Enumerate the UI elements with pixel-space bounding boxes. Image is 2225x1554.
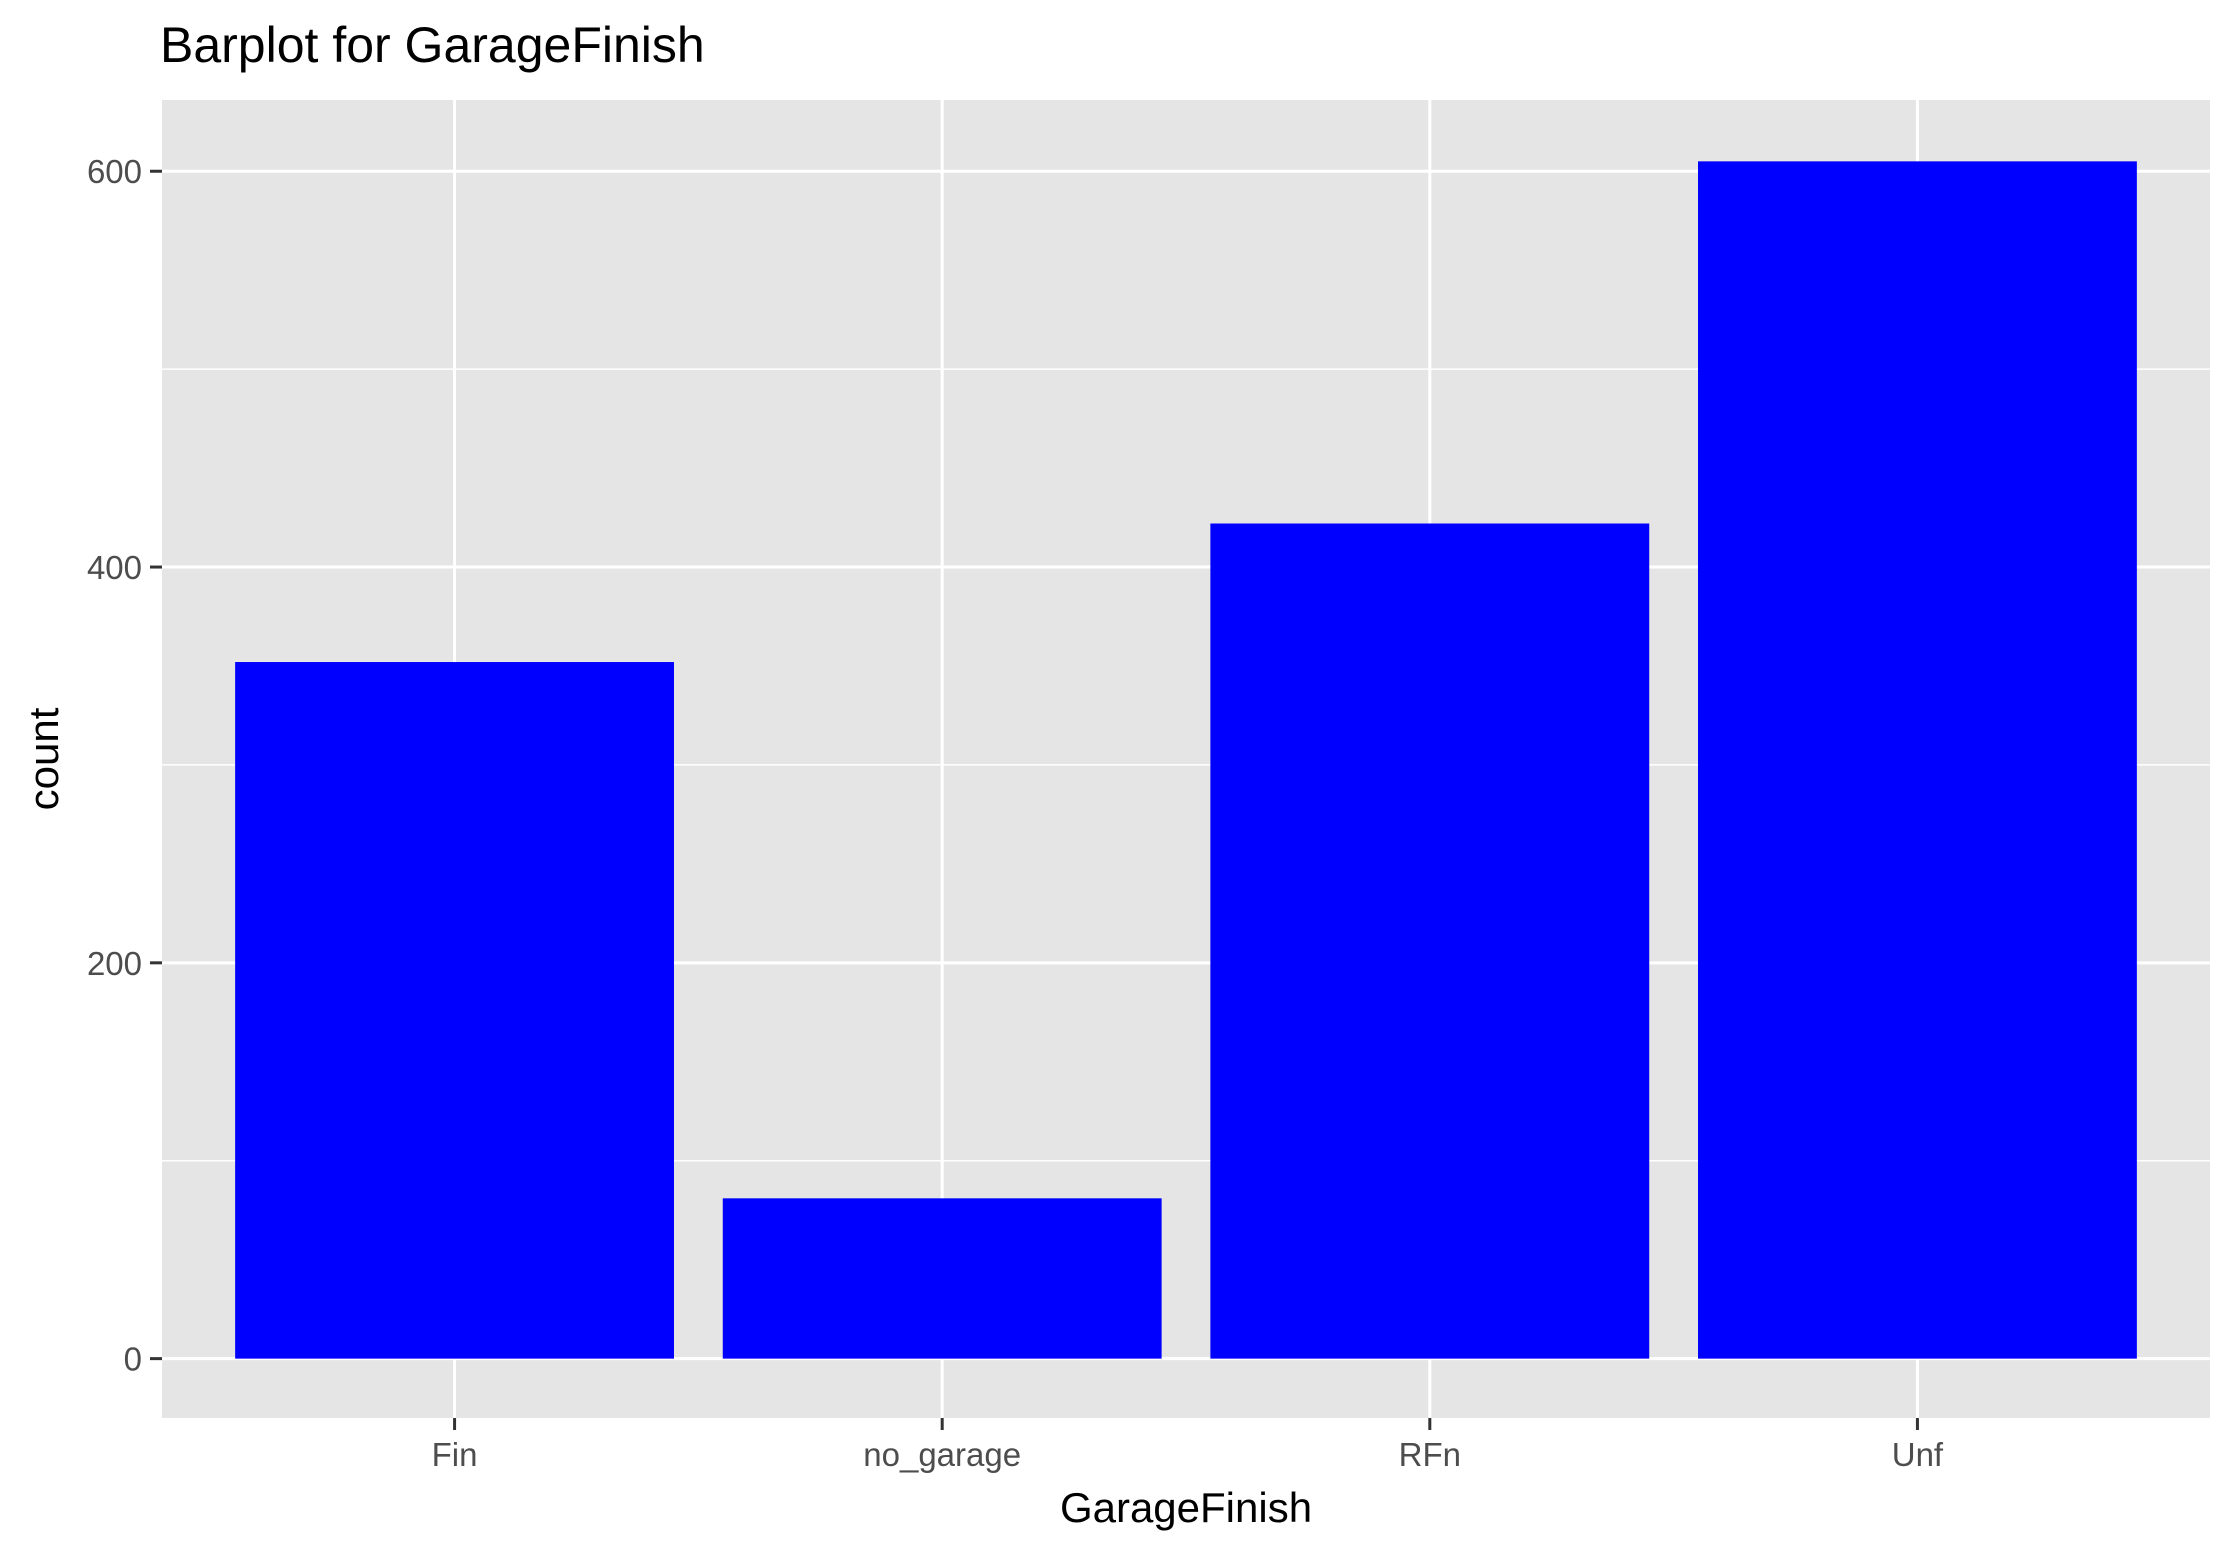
x-tick-label-Fin: Fin (432, 1436, 478, 1473)
bar-Unf (1698, 161, 2137, 1359)
x-axis: Fin no_garage RFn Unf (432, 1418, 1944, 1473)
x-tick-label-RFn: RFn (1399, 1436, 1461, 1473)
x-tick-label-no_garage: no_garage (863, 1436, 1021, 1473)
bar-Fin (235, 662, 674, 1359)
bar-no_garage (722, 1198, 1162, 1359)
y-tick-label-0: 0 (124, 1341, 142, 1378)
bar-RFn (1210, 523, 1650, 1359)
chart-title: Barplot for GarageFinish (160, 17, 705, 73)
bars (235, 161, 2137, 1359)
y-tick-label-400: 400 (87, 549, 142, 586)
y-tick-label-200: 200 (87, 945, 142, 982)
y-tick-label-600: 600 (87, 153, 142, 190)
x-axis-title: GarageFinish (1060, 1484, 1312, 1531)
y-axis: 0 200 400 600 (87, 153, 162, 1378)
x-tick-label-Unf: Unf (1892, 1436, 1944, 1473)
y-axis-title: count (20, 707, 67, 810)
